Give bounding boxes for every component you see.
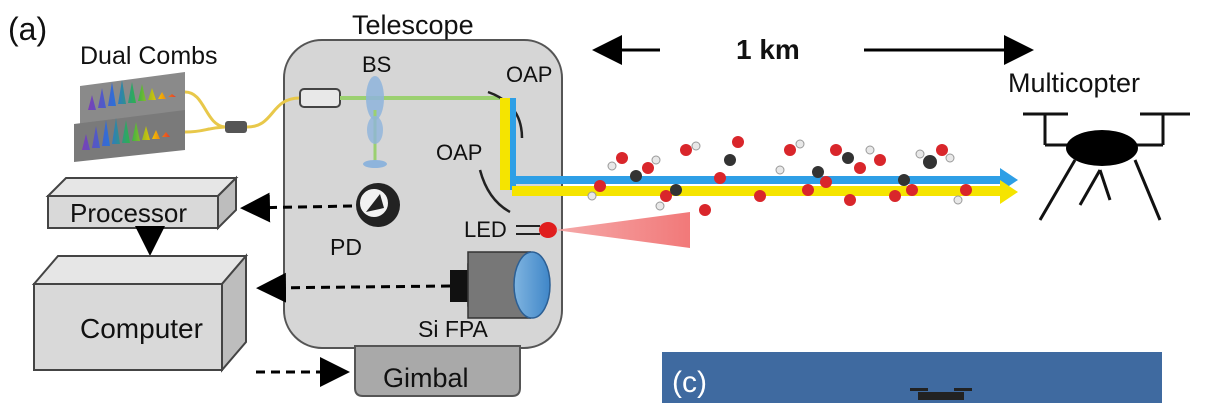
fiber-1 — [185, 92, 225, 127]
pd-to-processor-arrow — [246, 206, 352, 208]
panel-c-label: (c) — [672, 366, 707, 399]
distance-label: 1 km — [736, 34, 800, 65]
panel-a-label: (a) — [8, 11, 47, 47]
telescope-label: Telescope — [352, 10, 474, 40]
fiber-coupler — [225, 121, 247, 133]
panel-c-photo — [662, 352, 1162, 403]
bs-label: BS — [362, 52, 391, 77]
oap-top-label: OAP — [506, 62, 552, 87]
bs-lens — [367, 116, 383, 144]
led-label: LED — [464, 217, 507, 242]
led-light-cone — [555, 212, 690, 248]
beam-vertical-yellow — [500, 98, 510, 190]
photodiode-icon — [356, 183, 400, 227]
pd-label: PD — [330, 234, 362, 260]
processor-label: Processor — [70, 198, 187, 228]
dual-combs-icon — [74, 72, 185, 162]
oap-bottom-label: OAP — [436, 140, 482, 165]
led-icon — [539, 222, 557, 238]
bs-focus-lens — [363, 160, 387, 168]
si-fpa-label: Si FPA — [418, 316, 489, 342]
multicopter-body — [1066, 130, 1138, 166]
multicopter-icon — [1023, 114, 1190, 220]
collimator — [300, 89, 340, 107]
multicopter-label: Multicopter — [1008, 68, 1140, 98]
gimbal-label: Gimbal — [383, 363, 469, 393]
fiber-2 — [185, 127, 225, 132]
computer-label: Computer — [80, 313, 203, 344]
dual-combs-label: Dual Combs — [80, 42, 218, 70]
